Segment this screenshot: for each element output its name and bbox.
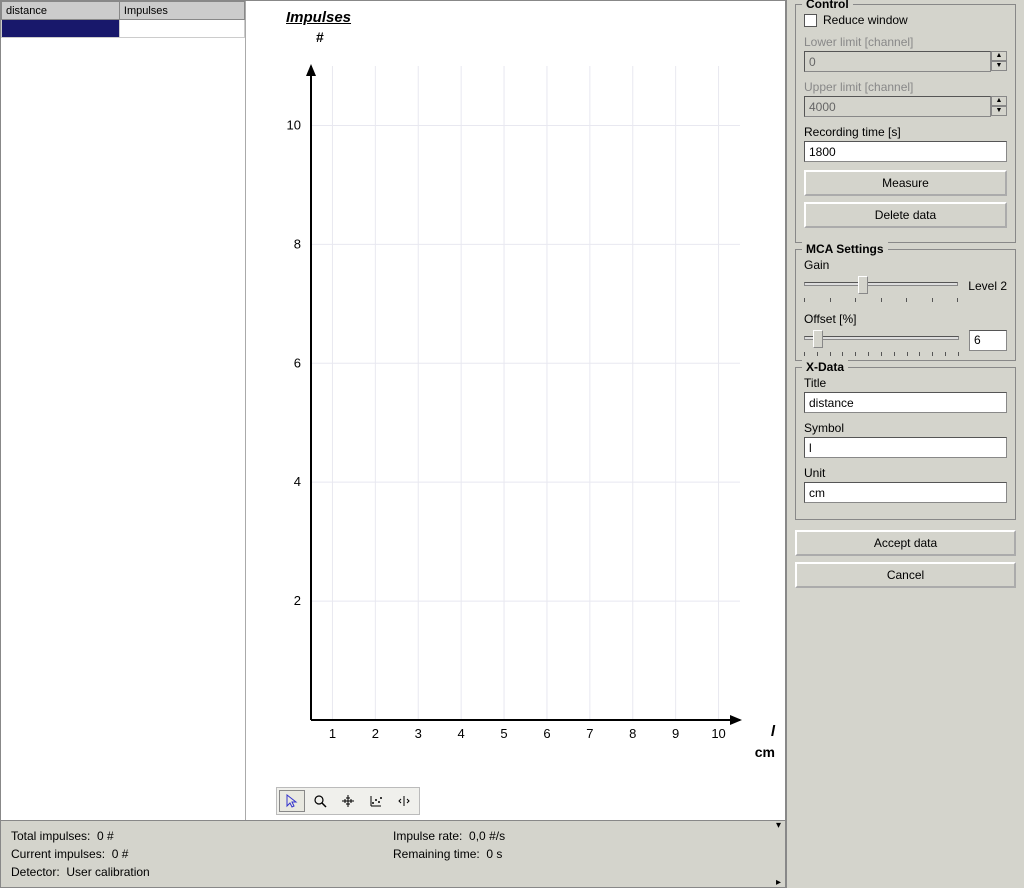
chart-panel: Impulses # 1 2 3 4 5 6 7 8 9 10 2 4 6 8 10 l cm [246, 1, 785, 820]
tool-fit[interactable] [363, 790, 389, 812]
xdata-title-input[interactable] [804, 392, 1007, 413]
svg-text:10: 10 [287, 117, 301, 132]
tool-pointer[interactable] [279, 790, 305, 812]
current-impulses-value: 0 # [112, 847, 129, 861]
svg-text:6: 6 [294, 355, 301, 370]
lower-limit-input [804, 51, 991, 72]
detector-value: User calibration [66, 865, 149, 879]
svg-text:2: 2 [372, 726, 379, 741]
delete-data-button[interactable]: Delete data [804, 202, 1007, 228]
collapse-up-icon[interactable]: ▾ [776, 820, 781, 831]
tool-crosshair[interactable] [335, 790, 361, 812]
impulse-rate-value: 0,0 #/s [469, 829, 505, 843]
svg-text:7: 7 [586, 726, 593, 741]
detector-label: Detector: [11, 865, 60, 879]
upper-limit-label: Upper limit [channel] [804, 80, 1007, 94]
lower-limit-down: ▼ [991, 61, 1007, 71]
chart-y-unit: # [316, 29, 324, 45]
svg-text:2: 2 [294, 593, 301, 608]
svg-text:3: 3 [415, 726, 422, 741]
xdata-unit-label: Unit [804, 466, 1007, 480]
right-panel: Control Reduce window Lower limit [chann… [786, 0, 1024, 888]
svg-text:1: 1 [329, 726, 336, 741]
gain-label: Gain [804, 258, 1007, 272]
tool-split[interactable] [391, 790, 417, 812]
recording-time-label: Recording time [s] [804, 125, 1007, 139]
gain-slider[interactable] [804, 274, 958, 298]
xdata-title-label: Title [804, 376, 1007, 390]
control-fieldset: Control Reduce window Lower limit [chann… [795, 4, 1016, 243]
lower-limit-up: ▲ [991, 51, 1007, 61]
collapse-right-icon[interactable]: ▸ [776, 877, 781, 888]
svg-text:8: 8 [294, 236, 301, 251]
xdata-legend: X-Data [802, 360, 848, 374]
upper-limit-down: ▼ [991, 106, 1007, 116]
tool-zoom[interactable] [307, 790, 333, 812]
svg-text:4: 4 [458, 726, 465, 741]
svg-text:10: 10 [711, 726, 725, 741]
offset-value-input[interactable] [969, 330, 1007, 351]
control-legend: Control [802, 0, 853, 11]
table-row[interactable] [2, 20, 245, 38]
xdata-fieldset: X-Data Title Symbol Unit [795, 367, 1016, 520]
svg-text:4: 4 [294, 474, 301, 489]
total-impulses-label: Total impulses: [11, 829, 90, 843]
lower-limit-label: Lower limit [channel] [804, 35, 1007, 49]
svg-text:9: 9 [672, 726, 679, 741]
chart-y-title: Impulses [286, 9, 351, 26]
data-table-panel: distanceImpulses [1, 1, 246, 820]
reduce-window-checkbox[interactable] [804, 14, 817, 27]
accept-data-button[interactable]: Accept data [795, 530, 1016, 556]
chart-toolbar [276, 787, 420, 815]
chart-plot: 1 2 3 4 5 6 7 8 9 10 2 4 6 8 10 [276, 61, 755, 750]
chart-x-symbol: l [771, 723, 775, 740]
mca-legend: MCA Settings [802, 242, 888, 256]
upper-limit-up: ▲ [991, 96, 1007, 106]
table-header[interactable]: Impulses [119, 2, 244, 20]
xdata-symbol-input[interactable] [804, 437, 1007, 458]
remaining-time-label: Remaining time: [393, 847, 480, 861]
total-impulses-value: 0 # [97, 829, 114, 843]
xdata-symbol-label: Symbol [804, 421, 1007, 435]
reduce-window-label: Reduce window [823, 13, 908, 27]
impulse-rate-label: Impulse rate: [393, 829, 462, 843]
status-bar: ▾ Total impulses: 0 # Current impulses: … [0, 821, 786, 888]
offset-slider[interactable] [804, 328, 959, 352]
table-header[interactable]: distance [2, 2, 120, 20]
recording-time-input[interactable] [804, 141, 1007, 162]
gain-level-label: Level 2 [968, 279, 1007, 293]
cancel-button[interactable]: Cancel [795, 562, 1016, 588]
upper-limit-input [804, 96, 991, 117]
remaining-time-value: 0 s [486, 847, 502, 861]
measure-button[interactable]: Measure [804, 170, 1007, 196]
svg-text:5: 5 [500, 726, 507, 741]
offset-label: Offset [%] [804, 312, 1007, 326]
svg-text:6: 6 [543, 726, 550, 741]
current-impulses-label: Current impulses: [11, 847, 105, 861]
chart-x-unit: cm [755, 744, 775, 760]
data-table: distanceImpulses [1, 1, 245, 38]
xdata-unit-input[interactable] [804, 482, 1007, 503]
mca-fieldset: MCA Settings Gain Level 2 Offset [%] [795, 249, 1016, 361]
svg-text:8: 8 [629, 726, 636, 741]
